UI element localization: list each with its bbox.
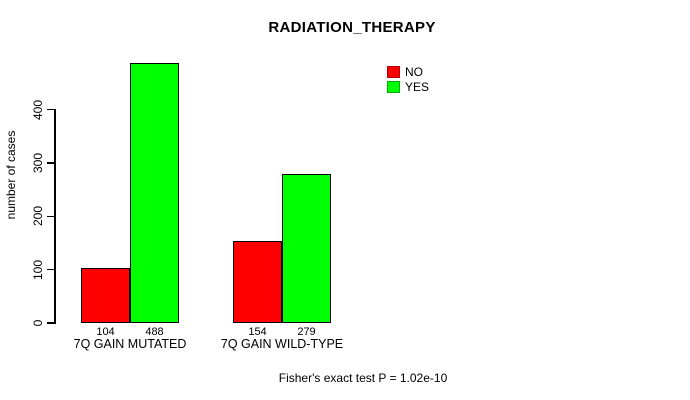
y-tick-label: 0 bbox=[31, 319, 45, 327]
legend-entry-no: NO bbox=[387, 64, 429, 79]
legend-entry-yes: YES bbox=[387, 79, 429, 94]
bar-value-label: 488 bbox=[145, 326, 164, 338]
legend-swatch-no bbox=[387, 65, 400, 78]
bar-value-label: 154 bbox=[248, 326, 267, 338]
y-tick-label: 200 bbox=[31, 206, 45, 227]
y-tick-label: 300 bbox=[31, 152, 45, 174]
y-tick-label: 400 bbox=[31, 99, 45, 120]
y-tick-mark bbox=[47, 215, 54, 218]
y-axis-label: number of cases bbox=[4, 130, 18, 220]
y-tick-mark bbox=[47, 268, 54, 271]
bar-yes-group1 bbox=[130, 62, 179, 323]
y-tick-mark bbox=[47, 322, 54, 324]
y-axis-line bbox=[54, 109, 56, 324]
bar-value-label: 279 bbox=[297, 326, 316, 338]
bar-value-label: 104 bbox=[96, 326, 115, 338]
y-tick-label: 100 bbox=[31, 259, 45, 280]
bar-yes-group2 bbox=[282, 174, 331, 323]
bar-no-group2 bbox=[233, 240, 282, 323]
category-label: 7Q GAIN MUTATED bbox=[73, 337, 187, 351]
bar-no-group1 bbox=[81, 267, 130, 323]
chart-title: RADIATION_THERAPY bbox=[268, 19, 436, 36]
category-label: 7Q GAIN WILD-TYPE bbox=[220, 337, 344, 351]
y-tick-mark bbox=[47, 162, 54, 164]
y-tick-mark bbox=[47, 108, 54, 111]
stat-annotation: Fisher's exact test P = 1.02e-10 bbox=[278, 371, 448, 385]
legend-label: NO bbox=[405, 64, 423, 79]
legend-swatch-yes bbox=[387, 80, 400, 93]
legend-label: YES bbox=[405, 79, 430, 94]
legend: NO YES bbox=[387, 64, 429, 94]
